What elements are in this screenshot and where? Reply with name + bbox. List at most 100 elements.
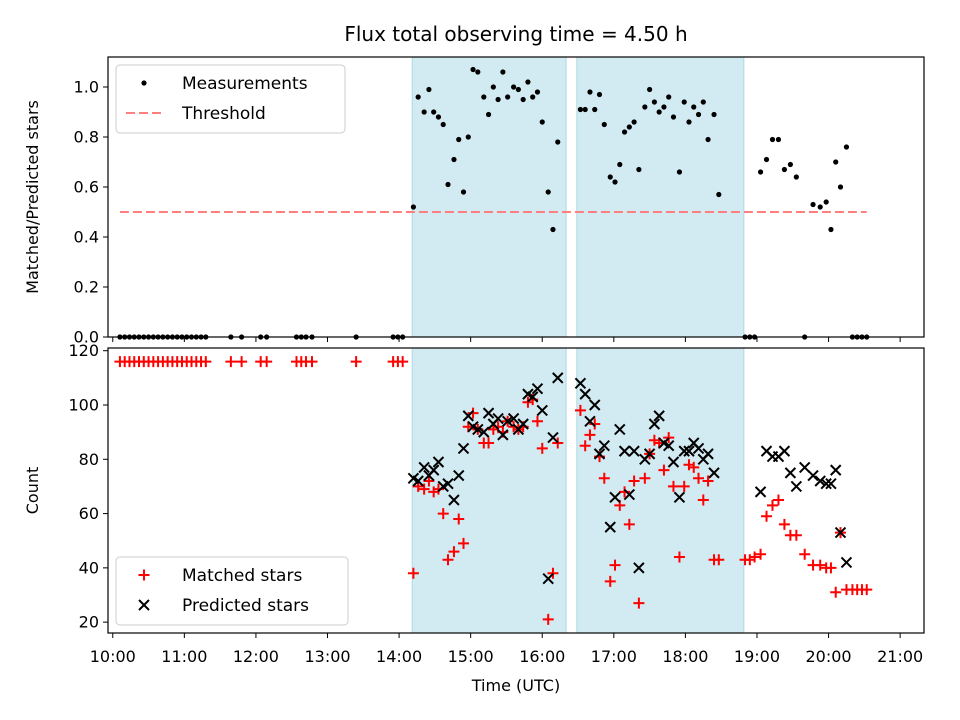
legend-label: Measurements (182, 74, 308, 94)
data-point (542, 573, 554, 585)
data-point (456, 136, 462, 143)
data-point (442, 478, 454, 490)
data-point (647, 86, 653, 93)
data-point (505, 94, 511, 100)
data-point (673, 491, 686, 503)
data-point (830, 586, 842, 598)
data-point (713, 554, 725, 566)
x-tick-label: 11:00 (161, 647, 207, 666)
x-tick-label: 13:00 (304, 647, 350, 666)
data-point (448, 546, 460, 558)
data-point (658, 464, 670, 476)
series-plus-0 (114, 356, 873, 625)
data-point (810, 201, 816, 208)
data-point (526, 391, 539, 403)
bottom-panel: 20 40 60 80 100 120 10:00 11:00 12:00 13:00 14:00… (23, 341, 925, 666)
data-point (574, 377, 587, 389)
data-point (462, 410, 474, 422)
data-point (619, 486, 631, 498)
data-point (843, 144, 850, 150)
y-tick-label: 80 (79, 450, 99, 469)
data-point (861, 584, 873, 596)
y-tick-label: 20 (79, 613, 99, 632)
data-point (579, 440, 591, 452)
data-point (407, 567, 419, 579)
data-point (683, 445, 695, 457)
x-tick-label: 10:00 (90, 647, 136, 666)
x-tick-label: 17:00 (591, 647, 637, 666)
x-tick-label: 20:00 (806, 647, 852, 666)
bottom-panel-frame (107, 347, 925, 634)
data-point (485, 111, 492, 118)
data-point (790, 480, 803, 493)
data-point (397, 356, 409, 368)
data-point (418, 461, 430, 474)
y-tick-label: 0.2 (74, 278, 99, 297)
data-point (825, 478, 837, 490)
data-point (545, 189, 551, 195)
data-point (775, 136, 782, 143)
data-point (823, 199, 829, 205)
x-tick-label: 19:00 (734, 647, 780, 666)
data-point (623, 488, 636, 501)
data-point (470, 66, 476, 73)
data-point (763, 156, 770, 163)
data-point (749, 551, 761, 563)
data-point (515, 86, 521, 93)
data-point (642, 104, 648, 110)
y-tick-label: 60 (79, 504, 99, 523)
data-point (478, 426, 490, 438)
data-point (612, 179, 618, 185)
data-point (799, 548, 811, 560)
data-point (492, 412, 504, 425)
data-point (678, 445, 690, 457)
data-point (547, 567, 559, 579)
data-point (577, 106, 584, 113)
x-tick-label: 14:00 (376, 647, 422, 666)
data-point (830, 464, 842, 476)
data-point (483, 437, 495, 449)
data-point (415, 94, 421, 100)
data-point (609, 491, 621, 503)
x-tick-label: 18:00 (662, 647, 708, 666)
y-tick-label: 120 (68, 341, 99, 360)
shaded-interval-0 (411, 347, 567, 634)
data-point (432, 483, 444, 495)
data-point (631, 119, 637, 125)
data-point (497, 429, 509, 441)
data-point (769, 136, 776, 143)
data-point (604, 521, 616, 533)
data-point (678, 480, 690, 492)
y-tick-label: 0.8 (74, 128, 99, 147)
data-point (784, 467, 797, 479)
data-point (440, 121, 446, 128)
data-point (225, 356, 237, 368)
data-point (666, 94, 672, 100)
data-point (667, 456, 680, 468)
data-point (778, 445, 791, 457)
data-point (772, 494, 784, 506)
data-point (778, 518, 790, 530)
data-point (662, 440, 675, 452)
data-point (539, 119, 545, 125)
data-point (686, 119, 692, 125)
data-point (702, 448, 714, 460)
data-point (531, 383, 544, 395)
shaded-interval-1 (576, 56, 745, 338)
data-point (465, 134, 471, 140)
data-point (453, 469, 465, 482)
data-point (418, 483, 430, 495)
data-point (448, 494, 460, 506)
data-point (472, 423, 484, 436)
legend-label: Predicted stars (182, 596, 309, 616)
data-point (673, 551, 685, 563)
data-point (648, 418, 661, 430)
data-point (793, 174, 799, 180)
top-panel-ylabel: Matched/Predicted stars (23, 100, 42, 294)
data-point (691, 104, 697, 110)
data-point (697, 494, 709, 506)
bottom-panel-legend: Matched stars Predicted stars (115, 556, 349, 626)
top-panel: 0.0 0.2 0.4 0.6 0.8 1.0 Matched/Predicted sta… (23, 56, 925, 347)
shaded-interval-1 (576, 347, 745, 634)
data-point (614, 423, 626, 436)
